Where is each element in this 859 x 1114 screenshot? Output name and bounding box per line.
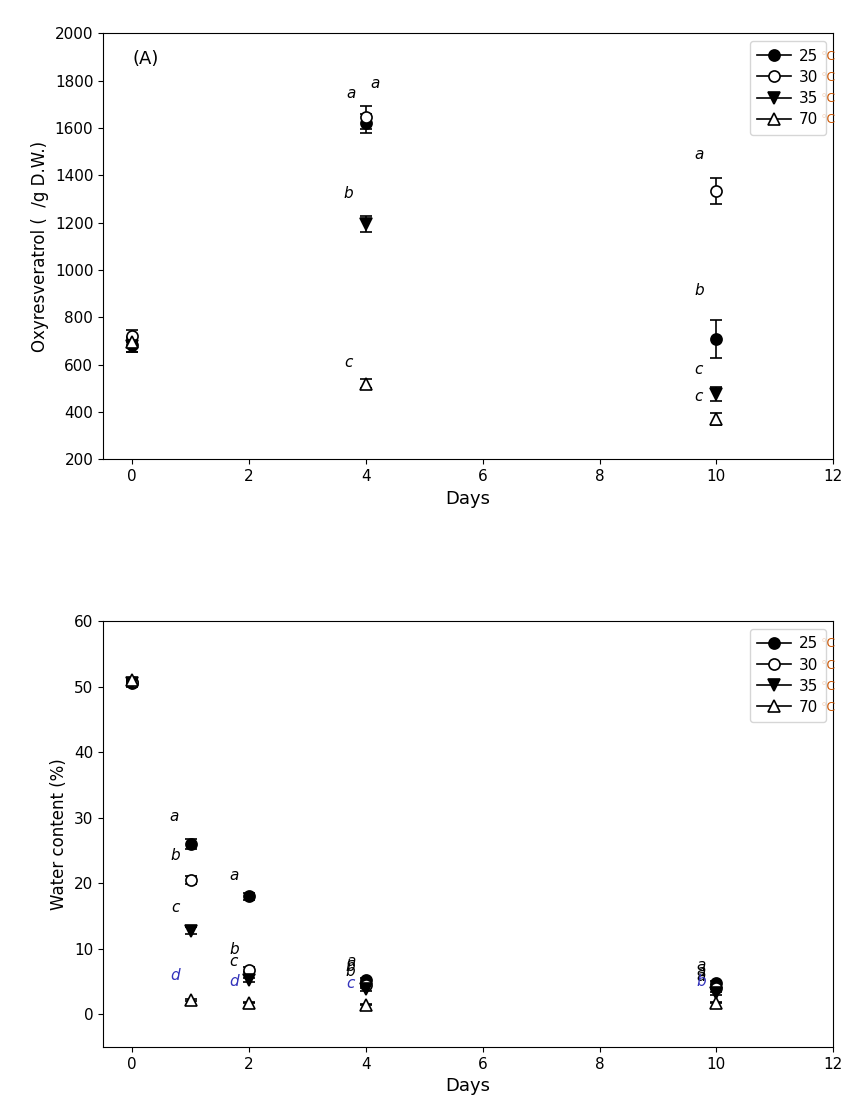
Text: c: c: [695, 389, 703, 404]
Text: c: c: [229, 954, 238, 968]
Text: a: a: [697, 969, 706, 985]
Text: °C: °C: [821, 680, 836, 693]
Text: c: c: [171, 900, 180, 916]
Text: b: b: [697, 974, 706, 989]
Text: a: a: [347, 86, 356, 101]
Text: a: a: [170, 810, 179, 824]
Text: b: b: [346, 964, 356, 979]
Text: °C: °C: [821, 658, 836, 672]
Text: (A): (A): [132, 50, 159, 68]
Text: b: b: [171, 848, 180, 863]
Text: c: c: [695, 362, 703, 377]
Y-axis label: Water content (%): Water content (%): [51, 759, 69, 910]
Text: b: b: [344, 186, 353, 202]
Text: a: a: [229, 868, 239, 882]
Text: °C: °C: [821, 71, 836, 84]
Y-axis label: Oxyresveratrol (  /g D.W.): Oxyresveratrol ( /g D.W.): [31, 140, 49, 352]
Legend: 25, 30, 35, 70: 25, 30, 35, 70: [750, 41, 825, 135]
Text: b: b: [694, 283, 704, 299]
Legend: 25, 30, 35, 70: 25, 30, 35, 70: [750, 629, 825, 723]
Text: b: b: [346, 959, 356, 975]
Text: a: a: [346, 955, 356, 969]
Text: b: b: [229, 942, 239, 957]
Text: a: a: [697, 964, 706, 979]
Text: °C: °C: [820, 637, 836, 651]
X-axis label: Days: Days: [446, 490, 490, 508]
Text: °C: °C: [820, 701, 836, 714]
Text: a: a: [694, 147, 704, 163]
Text: a: a: [697, 958, 706, 974]
Text: d: d: [171, 968, 180, 984]
Text: °C: °C: [820, 113, 836, 126]
Text: °C: °C: [821, 92, 836, 105]
Text: a: a: [370, 77, 380, 91]
Text: °C: °C: [820, 50, 836, 62]
X-axis label: Days: Days: [446, 1077, 490, 1095]
Text: c: c: [344, 355, 352, 370]
Text: d: d: [229, 974, 239, 989]
Text: c: c: [346, 976, 355, 990]
